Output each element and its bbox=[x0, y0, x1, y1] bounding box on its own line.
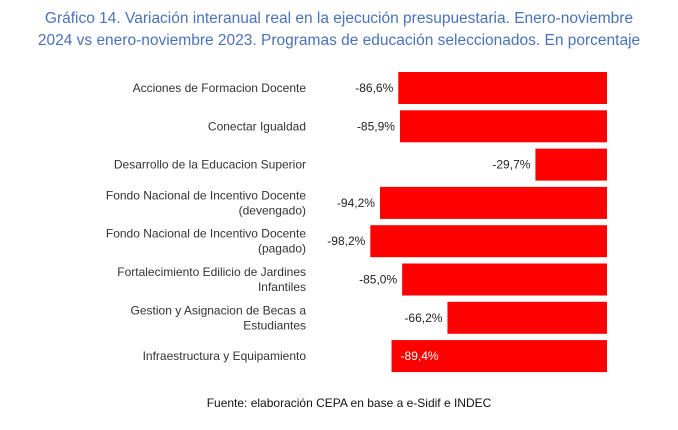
data-label: -89,4% bbox=[401, 349, 439, 363]
data-label: -29,7% bbox=[492, 158, 530, 172]
bar bbox=[399, 110, 607, 143]
category-label: Infraestructura y Equipamiento bbox=[143, 349, 307, 363]
category-label: Acciones de Formacion Docente bbox=[133, 81, 307, 95]
chart-title: Gráfico 14. Variación interanual real en… bbox=[0, 8, 678, 52]
bar bbox=[398, 72, 607, 104]
bar bbox=[370, 225, 607, 258]
category-label: Conectar Igualdad bbox=[208, 119, 306, 133]
category-label: Infantiles bbox=[258, 280, 306, 294]
bar bbox=[535, 148, 607, 181]
data-label: -86,6% bbox=[355, 81, 393, 95]
category-label: (pagado) bbox=[258, 242, 306, 256]
data-label: -98,2% bbox=[327, 234, 365, 248]
category-label: Fondo Nacional de Incentivo Docente bbox=[106, 188, 306, 202]
chart-title-line-1: Gráfico 14. Variación interanual real en… bbox=[44, 10, 634, 27]
category-label: (devengado) bbox=[239, 203, 306, 217]
data-label: -94,2% bbox=[337, 196, 375, 210]
category-label: Estudiantes bbox=[243, 318, 306, 332]
data-label: -66,2% bbox=[404, 311, 442, 325]
chart-title-line-2: 2024 vs enero-noviembre 2023. Programas … bbox=[37, 32, 641, 49]
bar bbox=[402, 263, 607, 296]
source-note: Fuente: elaboración CEPA en base a e-Sid… bbox=[206, 396, 492, 410]
bar bbox=[447, 301, 607, 334]
category-label: Desarrollo de la Educacion Superior bbox=[114, 158, 306, 172]
category-label: Gestion y Asignacion de Becas a bbox=[131, 303, 307, 317]
bar bbox=[379, 186, 607, 219]
bar bbox=[391, 340, 607, 373]
data-label: -85,9% bbox=[357, 119, 395, 133]
category-label: Fondo Nacional de Incentivo Docente bbox=[106, 227, 306, 241]
category-label: Fortalecimiento Edilicio de Jardines bbox=[117, 265, 306, 279]
data-label: -85,0% bbox=[359, 273, 397, 287]
